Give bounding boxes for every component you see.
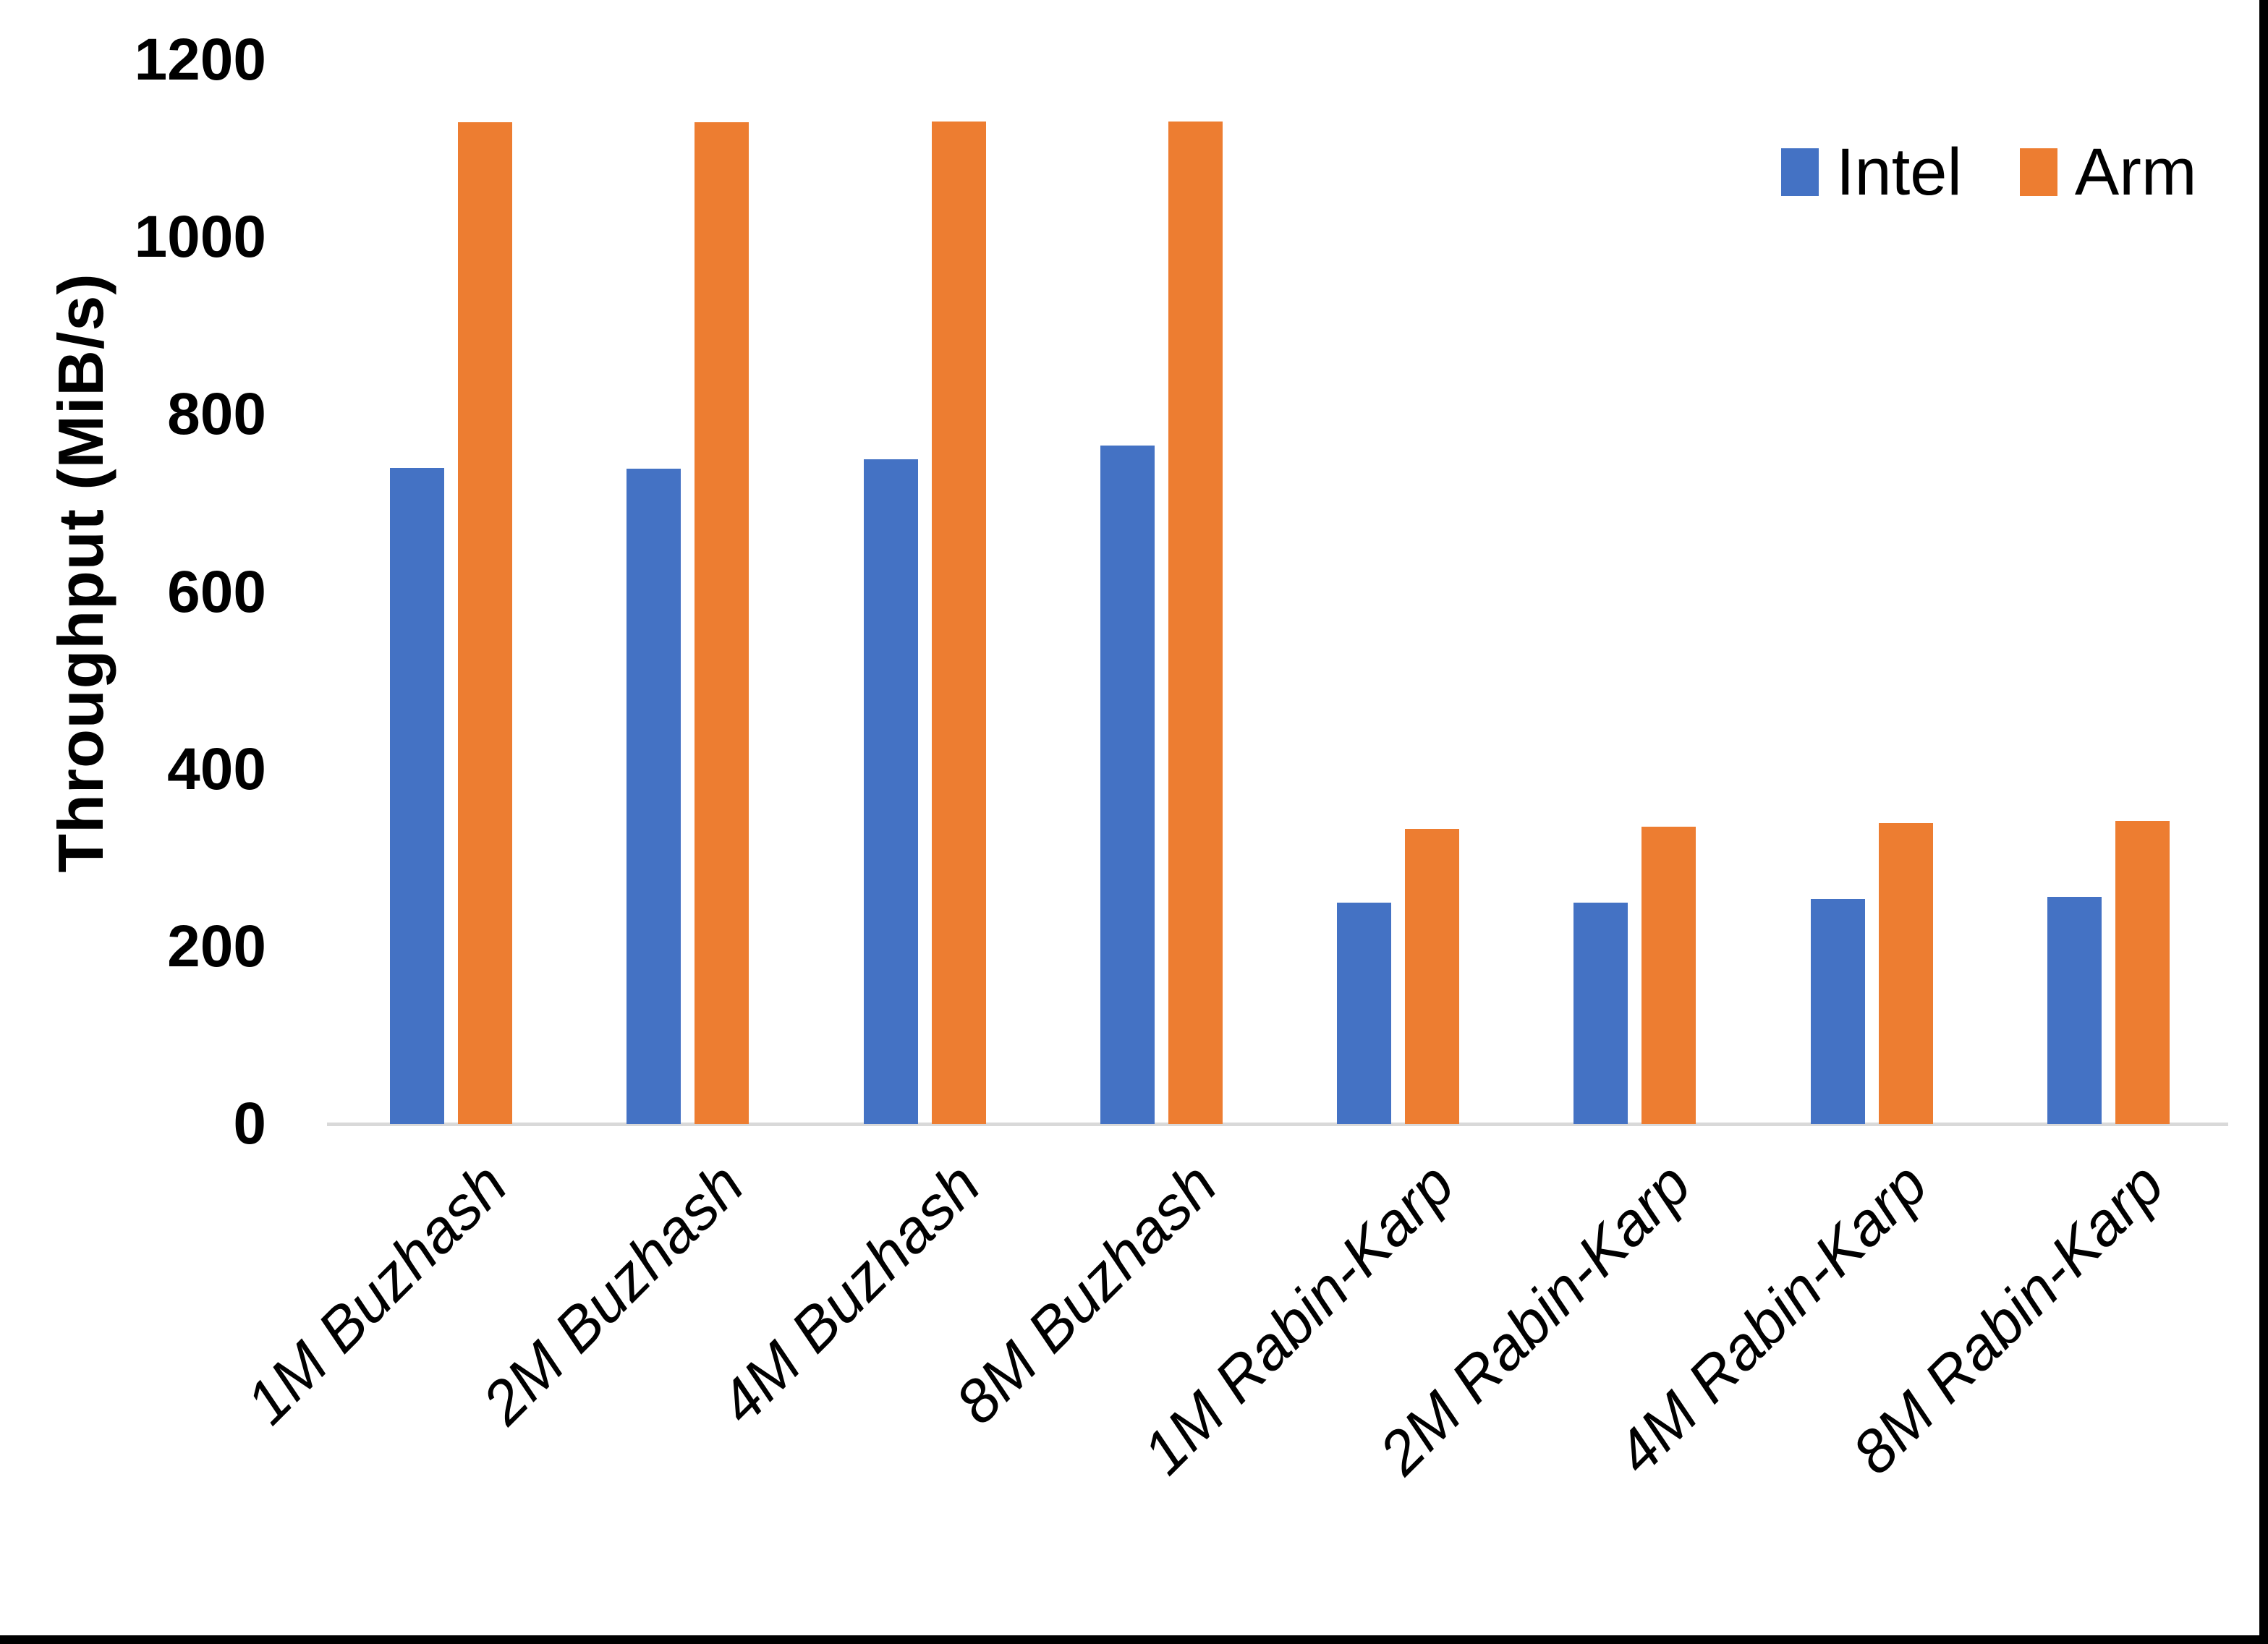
intel-bar: [1337, 902, 1392, 1124]
legend-item-intel: Intel: [1781, 139, 1962, 205]
arm-bar: [1641, 827, 1696, 1124]
bar-group: [333, 60, 569, 1124]
y-tick-label: 600: [167, 558, 266, 625]
bar-group: [1043, 60, 1280, 1124]
intel-series-swatch: [1781, 148, 1819, 196]
y-tick-label: 200: [167, 913, 266, 979]
arm-bar: [458, 122, 513, 1124]
bar-group: [569, 60, 806, 1124]
y-tick-label: 400: [167, 736, 266, 802]
page-bottom-border: [0, 1635, 2268, 1644]
y-tick-label: 1000: [134, 204, 266, 271]
intel-bar: [863, 459, 918, 1124]
y-tick-label: 0: [233, 1091, 266, 1157]
arm-bar: [1168, 121, 1223, 1124]
y-tick-label: 1200: [134, 27, 266, 93]
legend-label-intel: Intel: [1836, 135, 1962, 209]
intel-bar: [1573, 902, 1628, 1124]
intel-bar: [390, 467, 445, 1124]
arm-bar: [2115, 820, 2170, 1124]
intel-bar: [627, 469, 681, 1124]
page-right-border: [2259, 0, 2268, 1644]
legend: Intel Arm: [1781, 139, 2197, 205]
intel-bar: [1810, 898, 1865, 1124]
intel-bar: [2047, 897, 2102, 1124]
legend-label-arm: Arm: [2074, 135, 2197, 209]
bar-group: [1280, 60, 1516, 1124]
bar-group: [1990, 60, 2227, 1124]
bar-group: [1516, 60, 1753, 1124]
bar-group: [1754, 60, 1990, 1124]
bar-group: [807, 60, 1043, 1124]
arm-series-swatch: [2019, 148, 2057, 196]
intel-bar: [1100, 446, 1155, 1124]
legend-item-arm: Arm: [2019, 135, 2197, 209]
y-tick-label: 800: [167, 381, 266, 448]
x-category-label: 1M Buzhash: [232, 1149, 519, 1437]
arm-bar: [1405, 828, 1460, 1124]
arm-bar: [1878, 823, 1933, 1124]
arm-bar: [931, 121, 986, 1124]
arm-bar: [695, 122, 749, 1124]
plot-area: [333, 60, 2227, 1124]
x-axis-line: [327, 1123, 2228, 1126]
